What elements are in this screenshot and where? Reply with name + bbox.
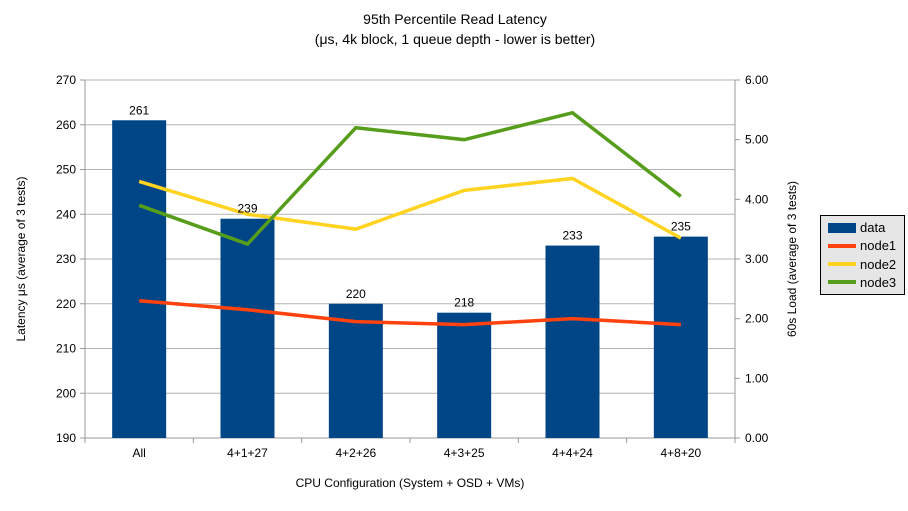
line-series [138,110,682,327]
left-tick-label-210: 210 [56,342,76,356]
right-tick-label-2: 2.00 [745,312,769,326]
bar-value-label-4+4+24: 233 [562,229,582,243]
bar-value-label-All: 261 [129,103,149,117]
legend-swatch-node2 [828,262,856,267]
category-label-4+8+20: 4+8+20 [660,446,701,460]
legend-item-node3: node3 [828,276,904,289]
bar-4+2+26 [328,303,383,438]
left-tick-label-250: 250 [56,163,76,177]
bar-4+4+24 [545,245,600,438]
bar-All [112,120,167,439]
left-tick-label-220: 220 [56,297,76,311]
right-tick-label-3: 3.00 [745,252,769,266]
right-tick-label-6: 6.00 [745,73,769,87]
bar-value-label-4+3+25: 218 [454,296,474,310]
data-labels: 261 239 220 218 233 235 [129,103,691,309]
bar-4+1+27 [220,218,275,438]
bar-4+8+20 [653,236,708,438]
legend-label-node3: node3 [860,274,897,290]
right-tick-label-1: 1.00 [745,371,769,385]
legend-item-node1: node1 [828,239,904,252]
legend-label-node1: node1 [860,238,897,254]
legend-swatch-node1 [828,243,856,248]
legend-swatch-data [828,222,856,233]
legend-item-node2: node2 [828,258,904,271]
left-tick-label-200: 200 [56,386,76,400]
left-tick-label-190: 190 [56,431,76,445]
left-tick-label-230: 230 [56,252,76,266]
left-tick-label-260: 260 [56,118,76,132]
right-tick-label-5: 5.00 [745,133,769,147]
line-node1 [139,299,681,327]
left-tick-label-270: 270 [56,73,76,87]
bar-value-label-4+8+20: 235 [671,220,691,234]
category-label-4+1+27: 4+1+27 [227,446,268,460]
category-label-All: All [132,446,145,460]
chart-subtitle: (μs, 4k block, 1 queue depth - lower is … [315,31,595,47]
bar-4+3+25 [437,312,492,438]
chart-title: 95th Percentile Read Latency [363,11,547,27]
legend: data node1 node2 node3 [820,215,905,295]
left-tick-label-240: 240 [56,207,76,221]
category-label-4+2+26: 4+2+26 [335,446,376,460]
legend-item-data: data [828,221,904,234]
category-label-4+4+24: 4+4+24 [552,446,593,460]
legend-label-node2: node2 [860,256,897,272]
bar-value-label-4+1+27: 239 [237,202,257,216]
right-axis-title: 60s Load (average of 3 tests) [785,181,799,337]
line-node2 [138,176,682,240]
legend-swatch-node3 [828,280,856,285]
axes-ticks [80,79,740,443]
right-tick-label-0: 0.00 [745,431,769,445]
legend-label-data: data [860,220,886,236]
left-axis-title: Latency μs (average of 3 tests) [14,177,28,342]
category-label-4+3+25: 4+3+25 [444,446,485,460]
line-node3 [138,110,682,247]
tick-labels: 190 200 210 220 230 240 250 260 270 0.00 1.00 2.00 3… [56,73,769,460]
bar-value-label-4+2+26: 220 [346,287,366,301]
bar-series [112,120,708,439]
x-axis-title: CPU Configuration (System + OSD + VMs) [296,476,525,490]
right-tick-label-4: 4.00 [745,192,769,206]
